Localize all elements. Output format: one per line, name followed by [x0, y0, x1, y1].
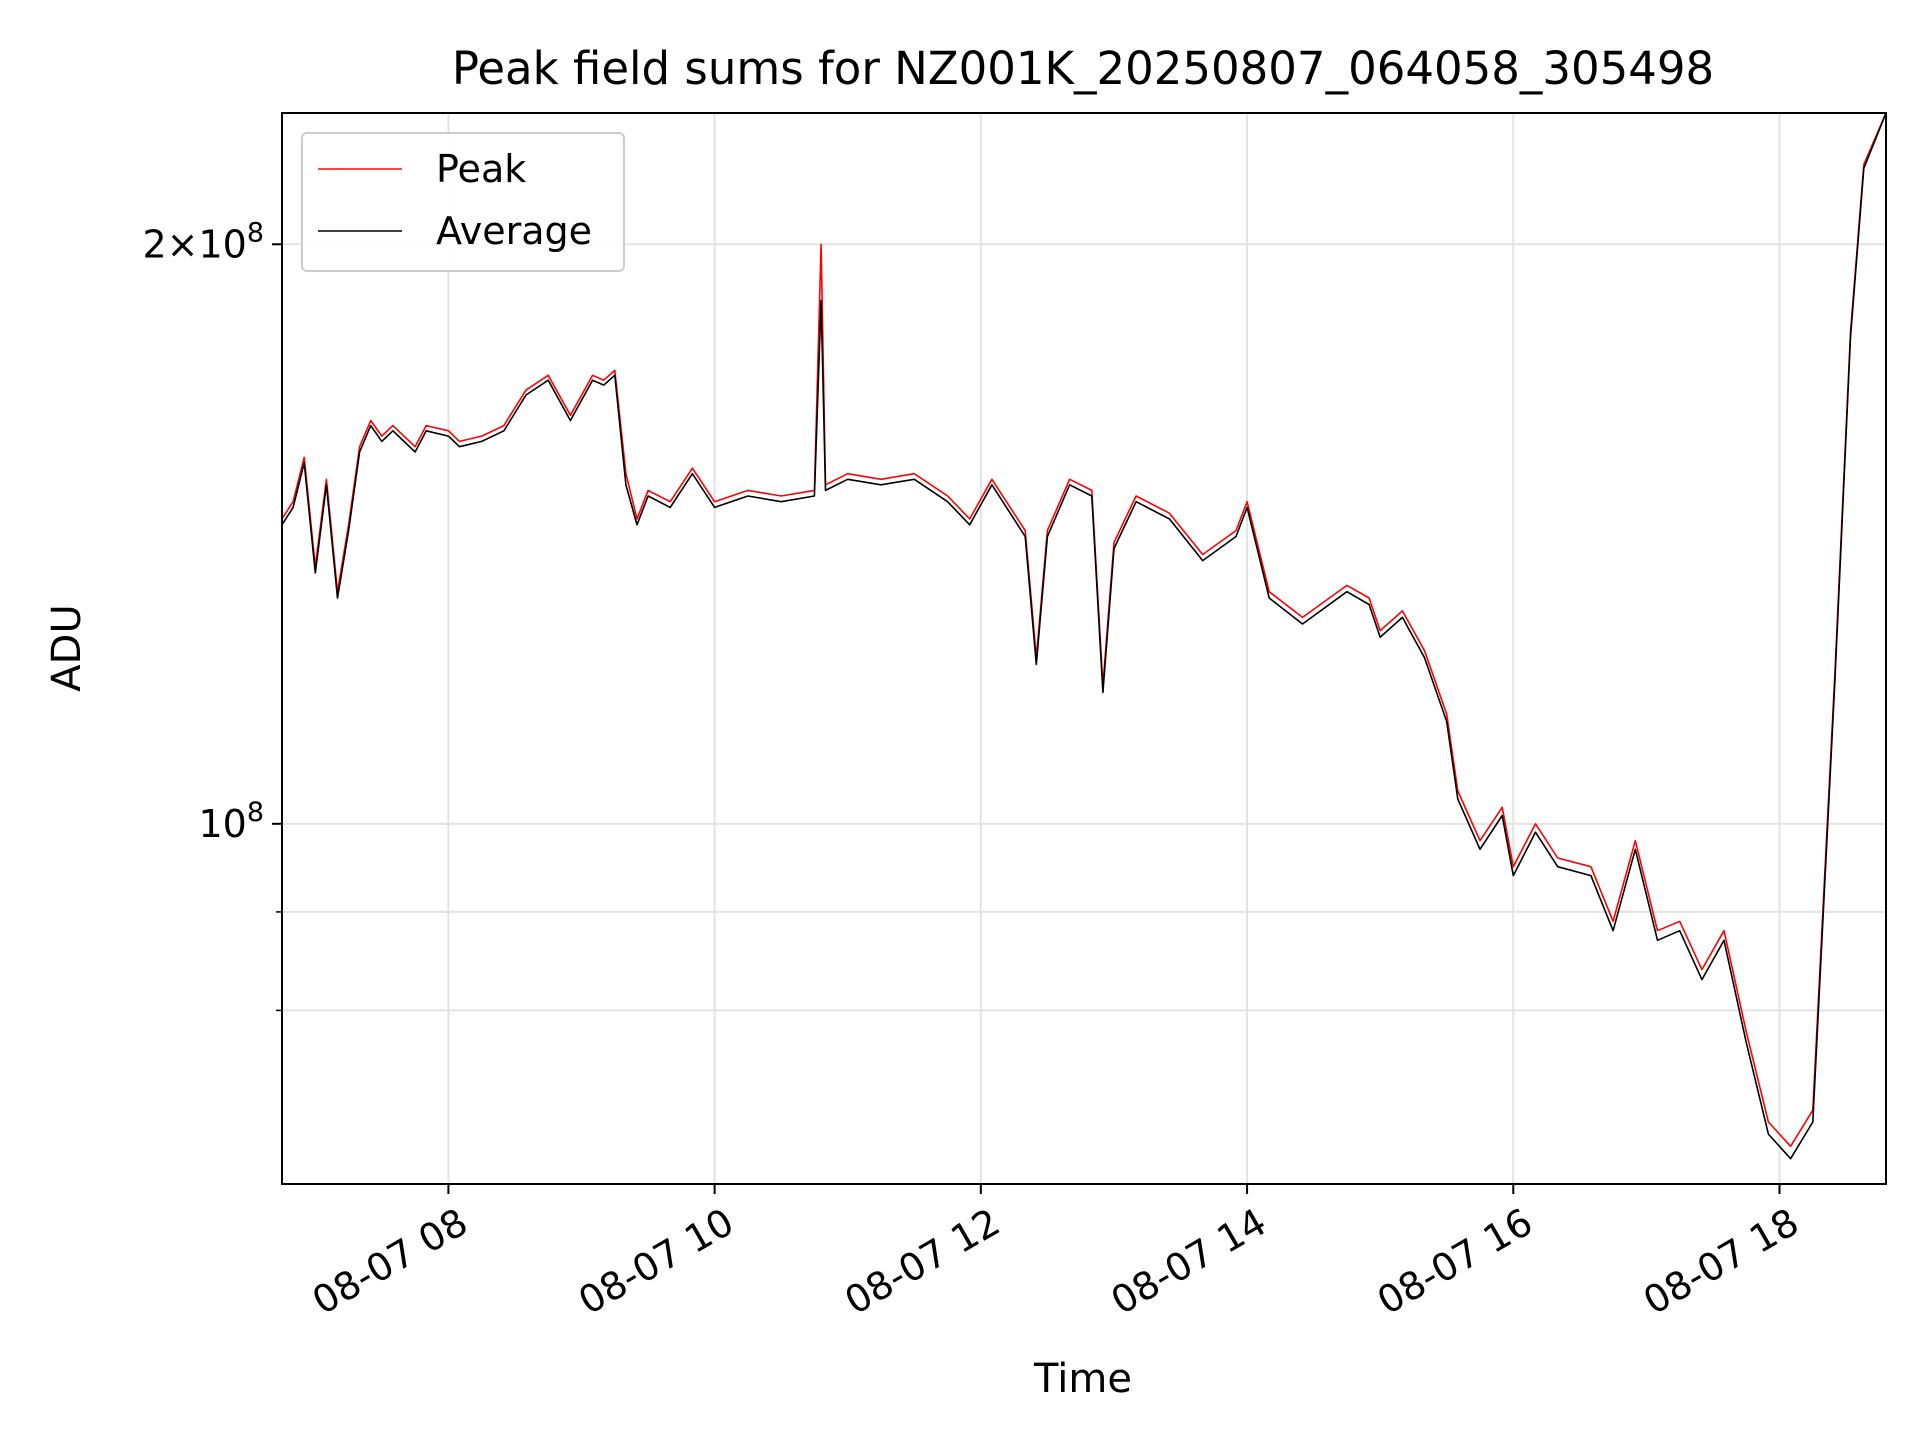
legend-label-peak: Peak: [436, 147, 526, 191]
legend-label-average: Average: [436, 209, 592, 253]
y-axis: 108 2×108: [142, 217, 282, 1012]
x-axis-label: Time: [1033, 1356, 1132, 1402]
y-tick-label: 108: [198, 797, 264, 846]
chart-title: Peak field sums for NZ001K_20250807_0640…: [452, 42, 1714, 95]
plot-frame: [281, 112, 1887, 1185]
series-layer: [281, 112, 1887, 1160]
y-axis-label: ADU: [44, 604, 90, 691]
legend-box: [301, 132, 625, 272]
series-line-average: [281, 112, 1887, 1160]
plot-area: 08-07 08 08-07 10 08-07 12 08-07 14 08-07 16…: [142, 112, 1887, 1323]
series-line-peak: [281, 112, 1887, 1148]
plot-background: [282, 113, 1886, 1184]
legend: Peak Average: [301, 132, 625, 272]
y-tick-label: 2×108: [142, 217, 264, 266]
